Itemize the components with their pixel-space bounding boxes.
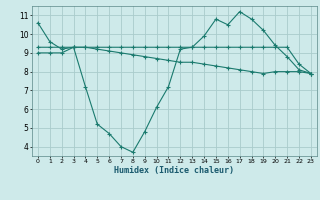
X-axis label: Humidex (Indice chaleur): Humidex (Indice chaleur) (115, 166, 234, 175)
